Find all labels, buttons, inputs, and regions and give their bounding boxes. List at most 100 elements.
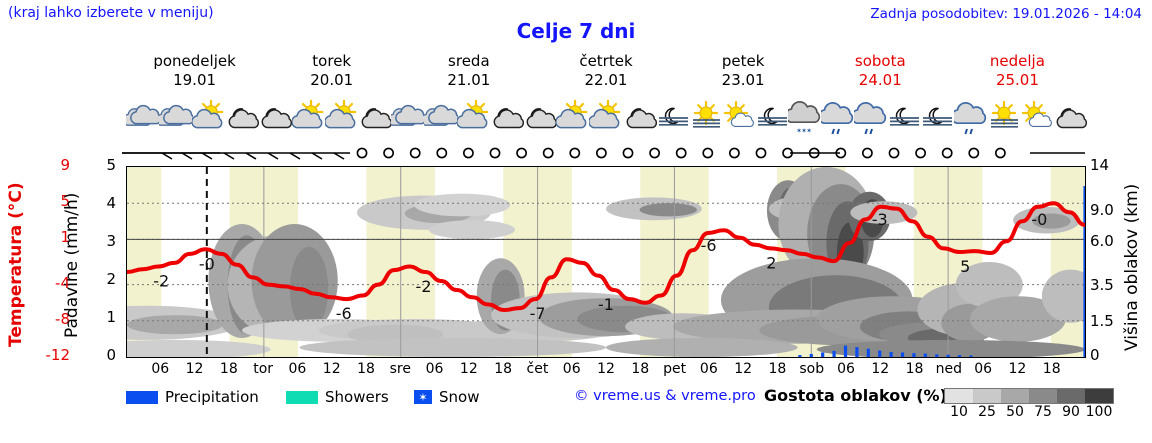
snow-shower-icon-glyph: ✶ ✶ ✶	[788, 101, 821, 135]
time-tick-24: 06	[974, 361, 993, 377]
sun-fog-icon	[689, 96, 722, 142]
copyright-link[interactable]: © vreme.us & vreme.pro	[574, 388, 756, 404]
partly-sunny-icon-glyph	[192, 99, 224, 129]
day-header-3: četrtek 22.01	[537, 52, 674, 90]
colorbar-step-1	[973, 389, 1001, 403]
colorbar-step-0	[945, 389, 973, 403]
partly-moon-icon-glyph	[493, 108, 525, 129]
time-tick-9: 12	[459, 361, 478, 377]
day-header-2: sreda 21.01	[400, 52, 537, 90]
svg-text:✶: ✶	[796, 127, 802, 135]
cloudy-icon	[423, 96, 458, 142]
legend-showers-label: Showers	[325, 388, 389, 406]
rain-cloud-icon	[953, 96, 987, 142]
sun-fog-icon-glyph	[692, 100, 720, 128]
legend-precipitation: Precipitation	[126, 388, 259, 406]
colorbar-step-4	[1057, 389, 1085, 403]
rain-cloud-icon-glyph	[953, 102, 986, 135]
time-tick-1: 12	[185, 361, 204, 377]
partly-moon-icon	[490, 96, 525, 142]
day-name: ponedeljek	[153, 52, 236, 70]
rain-cloud-icon	[854, 96, 887, 142]
page-title: Celje 7 dni	[516, 19, 636, 43]
fog-moon-icon-glyph	[890, 107, 920, 126]
svg-text:-0: -0	[199, 254, 215, 273]
last-update-label: Zadnja posodobitev: 19.01.2026 - 14:04	[870, 6, 1142, 22]
colorbar-label-1: 25	[978, 404, 996, 420]
colorbar-label-2: 50	[1006, 404, 1024, 420]
svg-text:-1: -1	[598, 295, 614, 314]
cloudy-icon-glyph	[126, 104, 160, 126]
precipitation-tick-5: 0	[106, 346, 116, 364]
precipitation-tick-0: 5	[106, 156, 116, 174]
time-tick-3: tor	[253, 361, 274, 377]
partly-sunny-icon	[192, 96, 225, 142]
time-tick-0: 06	[151, 361, 170, 377]
partly-sunny-icon	[457, 96, 490, 142]
temperature-tick-5: -12	[45, 346, 71, 364]
day-name: petek	[721, 52, 765, 70]
time-tick-2: 18	[219, 361, 238, 377]
cloudy-icon	[159, 96, 194, 142]
fog-moon-icon-glyph	[757, 107, 787, 126]
sun-small-cloud-icon-glyph	[723, 100, 754, 127]
forecast-plot-area[interactable]: -2-0-6-2-7-1-62-35-05-05	[126, 166, 1086, 358]
fog-moon-icon	[755, 96, 788, 142]
time-tick-16: 06	[699, 361, 718, 377]
time-tick-25: 12	[1008, 361, 1027, 377]
legend-precipitation-label: Precipitation	[165, 388, 259, 406]
svg-text:-3: -3	[872, 210, 888, 229]
cloud-density-legend-title: Gostota oblakov (%)	[764, 386, 947, 405]
temperature-tick-4: -8	[55, 309, 70, 328]
colorbar-step-2	[1001, 389, 1029, 403]
svg-text:-6: -6	[701, 236, 717, 255]
time-tick-14: 18	[631, 361, 650, 377]
partly-moon-icon-glyph	[228, 108, 260, 129]
fog-moon-icon	[920, 96, 953, 142]
colorbar-label-3: 75	[1034, 404, 1052, 420]
partly-moon-icon	[1053, 96, 1087, 142]
location-menu-note[interactable]: (kraj lahko izberete v meniju)	[8, 5, 214, 21]
day-name: četrtek	[579, 52, 633, 70]
time-tick-20: 06	[837, 361, 855, 377]
time-tick-13: 12	[597, 361, 615, 377]
time-tick-5: 12	[322, 361, 341, 377]
svg-text:-6: -6	[336, 304, 352, 323]
snow-shower-icon: ✶ ✶ ✶	[788, 96, 821, 142]
partly-sunny-icon	[324, 96, 358, 142]
rain-cloud-icon	[821, 96, 854, 142]
rain-cloud-icon-glyph	[854, 102, 887, 135]
precipitation-tick-1: 4	[106, 194, 116, 212]
cloudy-icon-glyph	[390, 104, 425, 126]
partly-moon-icon	[623, 96, 657, 142]
colorbar-step-5	[1085, 389, 1113, 403]
snow-swatch: ✶	[414, 390, 432, 404]
partly-sunny-icon-glyph	[556, 99, 588, 129]
day-date: 25.01	[995, 71, 1039, 89]
cloud-height-tick-3: 3.5	[1090, 275, 1114, 294]
time-tick-21: 12	[871, 361, 890, 377]
precipitation-swatch	[126, 390, 158, 404]
sun-fog-icon-glyph	[990, 100, 1018, 128]
time-tick-11: čet	[526, 361, 549, 377]
partly-moon-icon-glyph	[526, 108, 558, 129]
svg-text:✶: ✶	[801, 127, 807, 135]
svg-text:-2: -2	[416, 277, 432, 296]
svg-text:5: 5	[960, 257, 970, 276]
sun-small-cloud-icon-glyph	[1021, 100, 1052, 127]
cloudy-icon	[126, 96, 160, 142]
legend-snow: ✶ Snow	[414, 388, 479, 406]
cloud-height-tick-0: 14	[1090, 156, 1110, 174]
svg-text:✶: ✶	[806, 127, 812, 135]
time-tick-17: 12	[734, 361, 753, 377]
day-date: 21.01	[447, 71, 491, 89]
partly-sunny-icon-glyph	[589, 99, 621, 129]
partly-moon-icon-glyph	[261, 108, 293, 129]
day-date: 20.01	[310, 71, 354, 89]
svg-text:-7: -7	[530, 304, 546, 323]
sun-small-cloud-icon	[722, 96, 755, 142]
fog-moon-icon	[887, 96, 920, 142]
forecast-plot-svg: -2-0-6-2-7-1-62-35-05-05	[127, 167, 1085, 357]
partly-moon-icon	[225, 96, 260, 142]
time-tick-22: 18	[905, 361, 924, 377]
